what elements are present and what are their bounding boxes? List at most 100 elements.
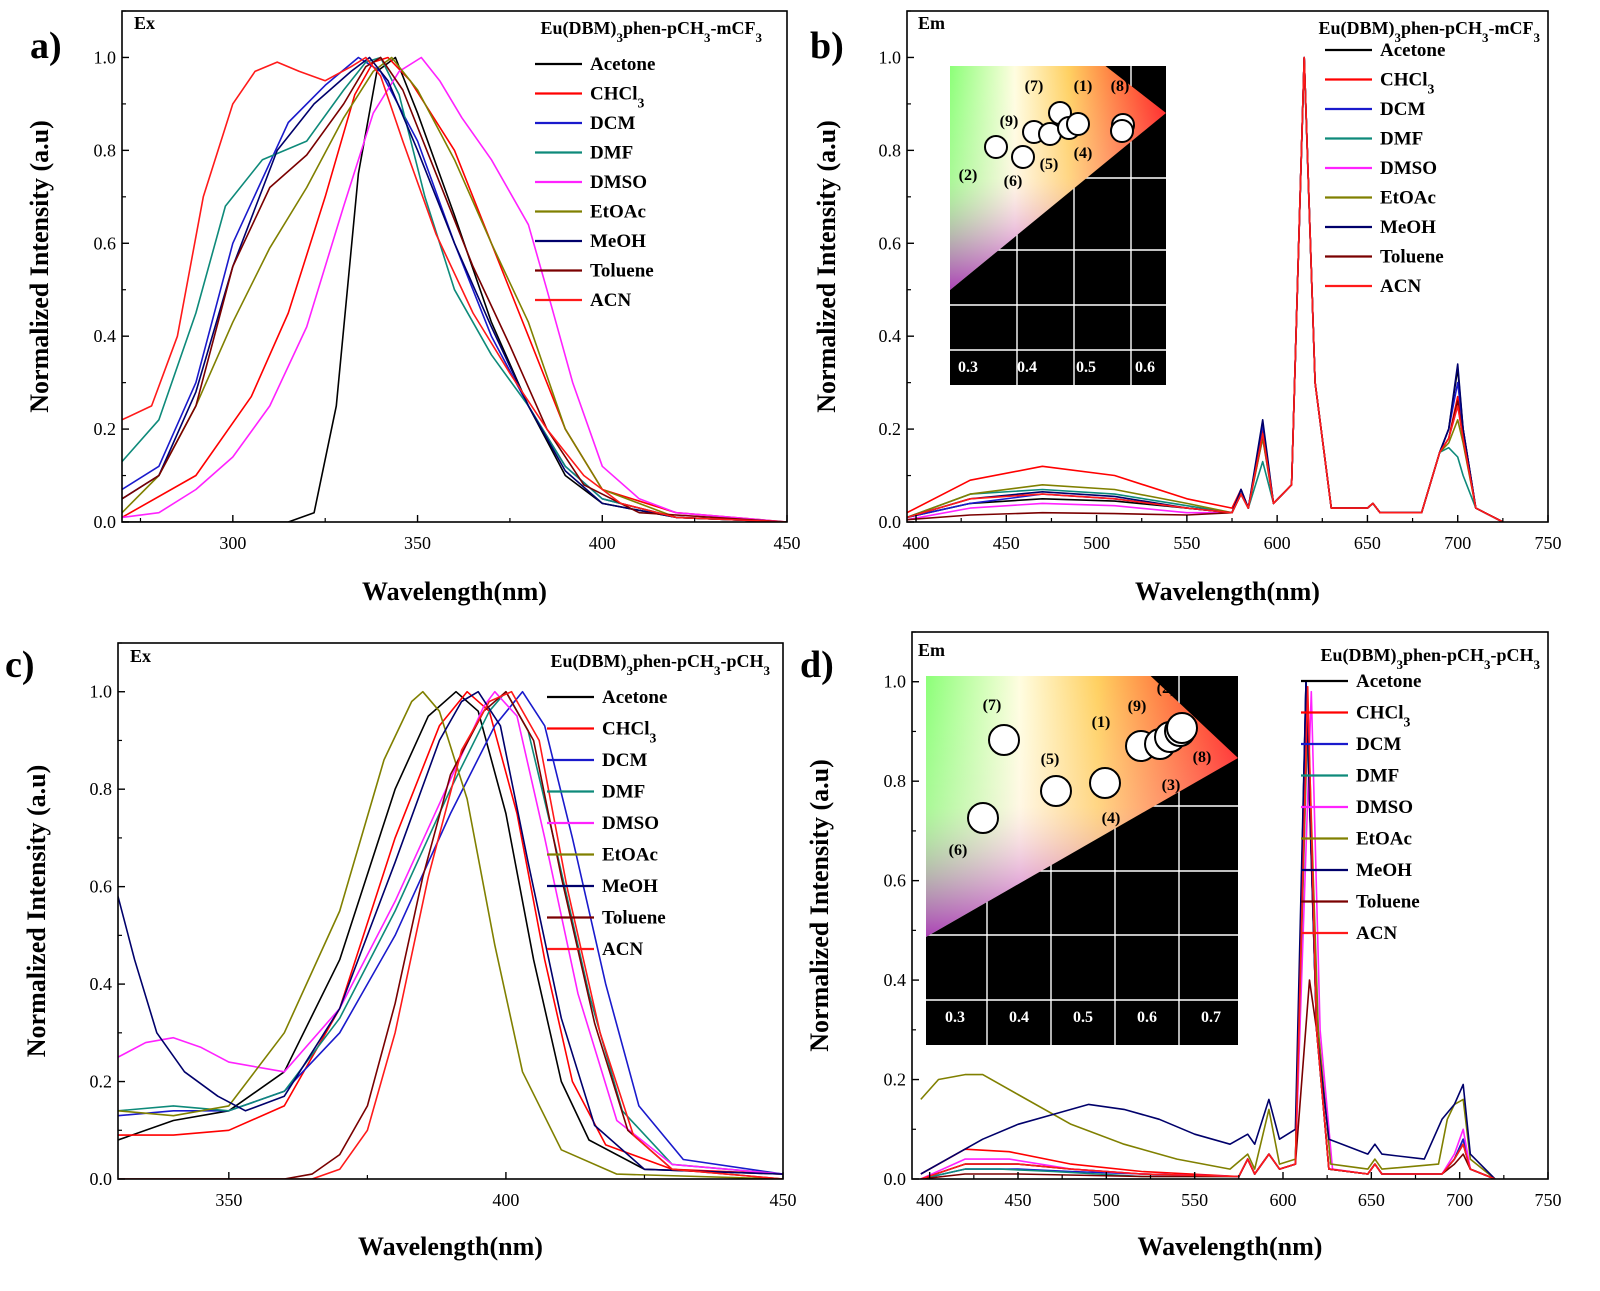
y-tick-label: 0.2: [879, 419, 902, 439]
x-tick-label: 500: [1093, 1190, 1120, 1210]
panel-d: d) 0.3 0.4 0.5 0.6 0.7 (7) (5) (1) (9) (2) (8) (3) (4…: [800, 631, 1562, 1261]
series-line-acn: [907, 56, 1504, 522]
series-line-meoh: [118, 690, 783, 1175]
x-tick-label: 450: [770, 1190, 797, 1210]
compound-title: Eu(DBM)3phen-pCH3-pCH3: [551, 651, 771, 678]
x-tick-label: 450: [774, 533, 801, 553]
legend-label: ACN: [590, 290, 631, 311]
series-line-toluene: [920, 979, 1496, 1179]
cie-tick-label: 0.5: [1073, 1009, 1093, 1026]
cie-point-label: (9): [1000, 113, 1019, 130]
legend-label: DCM: [1380, 99, 1425, 120]
cie-point-label: (9): [1128, 698, 1147, 715]
y-tick-label: 0.0: [94, 512, 117, 532]
cie-point: [988, 724, 1020, 756]
legend-label: CHCl3: [1380, 70, 1435, 97]
y-tick-label: 1.0: [884, 672, 907, 692]
cie-point-label: (4): [1074, 145, 1093, 162]
x-tick-label: 350: [215, 1190, 242, 1210]
panel-a: a) 0.0 0.2 0.4 0.6 0.8 1.0 300 350 400 450 Waveleng…: [25, 10, 801, 606]
legend-label: CHCl3: [590, 84, 645, 111]
cie-point: [984, 135, 1008, 159]
panel-c: c) 0.0 0.2 0.4 0.6 0.8 1.0 350 400 450 Wavelength(…: [5, 642, 797, 1261]
y-tick-label: 0.4: [90, 974, 113, 994]
panel-label: b): [810, 25, 844, 67]
x-tick-label: 750: [1535, 533, 1562, 553]
series-line-etoac: [122, 56, 787, 522]
x-tick-label: 600: [1270, 1190, 1297, 1210]
plot-frame: [906, 10, 1549, 523]
corner-label: Ex: [130, 646, 151, 666]
y-tick-label: 0.2: [884, 1070, 907, 1090]
cie-point: [1040, 775, 1072, 807]
corner-label: Em: [918, 640, 945, 660]
legend-label: MeOH: [1356, 860, 1412, 881]
y-tick-label: 0.8: [884, 771, 907, 791]
compound-title: Eu(DBM)3phen-pCH3-pCH3: [1321, 645, 1541, 672]
x-tick-label: 450: [993, 533, 1020, 553]
series-line-meoh: [122, 56, 787, 522]
y-tick-label: 0.8: [94, 140, 117, 160]
plot-frame: [117, 642, 784, 1180]
legend-label: EtOAc: [1380, 188, 1436, 209]
cie-point: [967, 802, 999, 834]
legend-label: Toluene: [590, 261, 654, 282]
cie-point: [1089, 767, 1121, 799]
cie-tick-label: 0.3: [945, 1009, 965, 1026]
legend-label: DMSO: [602, 813, 659, 834]
legend-label: DMF: [1356, 766, 1399, 787]
series-line-dmso: [122, 56, 787, 522]
series-line-chcl3: [118, 690, 783, 1175]
cie-tick-label: 0.6: [1137, 1009, 1157, 1026]
legend-label: EtOAc: [1356, 829, 1412, 850]
x-tick-label: 600: [1264, 533, 1291, 553]
legend-label: Toluene: [602, 908, 666, 929]
series-line-toluene: [118, 690, 783, 1179]
cie-point-label: (2): [959, 167, 978, 184]
cie-inset: 0.3 0.4 0.5 0.6 (7) (1) (8) (9) (2) (6) (5) (4) (3): [950, 66, 1166, 385]
y-tick-label: 0.0: [90, 1169, 113, 1189]
legend-label: DCM: [602, 750, 647, 771]
legend-label: Acetone: [1356, 671, 1421, 692]
legend: AcetoneCHCl3DCMDMFDMSOEtOAcMeOHTolueneAC…: [1301, 671, 1421, 944]
y-tick-label: 0.2: [90, 1072, 113, 1092]
legend-label: Acetone: [590, 54, 655, 75]
cie-point-label: (2): [1157, 680, 1176, 697]
series-line-etoac: [920, 705, 1496, 1179]
series-line-dmf: [122, 56, 787, 522]
y-tick-label: 0.6: [90, 877, 113, 897]
y-tick-label: 1.0: [90, 682, 113, 702]
y-axis-title: Normalized Intensity (a.u): [805, 759, 834, 1051]
series-group: [118, 690, 783, 1179]
x-tick-label: 500: [1083, 533, 1110, 553]
legend-label: Toluene: [1380, 247, 1444, 268]
legend-label: ACN: [602, 939, 643, 960]
compound-title: Eu(DBM)3phen-pCH3-mCF3: [1319, 18, 1541, 45]
x-axis-title: Wavelength(nm): [362, 577, 547, 606]
cie-point: [1011, 145, 1035, 169]
cie-tick-label: 0.4: [1009, 1009, 1029, 1026]
y-axis-title: Normalized Intensity (a.u): [25, 120, 54, 412]
panel-label: d): [800, 644, 834, 686]
x-tick-label: 300: [219, 533, 246, 553]
y-axis-title: Normalized Intensity (a.u): [22, 765, 51, 1057]
legend: AcetoneCHCl3DCMDMFDMSOEtOAcMeOHTolueneAC…: [535, 54, 655, 311]
cie-point-label: (4): [1102, 810, 1121, 827]
legend-label: DCM: [1356, 734, 1401, 755]
series-line-dcm: [118, 690, 783, 1175]
cie-point-label: (3): [1162, 777, 1181, 794]
legend-label: EtOAc: [590, 202, 646, 223]
series-line-acetone: [122, 56, 787, 522]
y-tick-label: 0.8: [90, 779, 113, 799]
legend: AcetoneCHCl3DCMDMFDMSOEtOAcMeOHTolueneAC…: [1325, 40, 1445, 297]
series-line-acn: [118, 690, 783, 1179]
legend-label: DMF: [1380, 129, 1423, 150]
panel-label: c): [5, 644, 35, 686]
y-tick-label: 0.6: [879, 233, 902, 253]
series-line-acn: [122, 56, 787, 522]
legend-label: MeOH: [602, 876, 658, 897]
y-tick-label: 0.6: [94, 233, 117, 253]
y-tick-label: 0.2: [94, 419, 117, 439]
corner-label: Em: [918, 13, 945, 33]
y-tick-label: 1.0: [94, 47, 117, 67]
